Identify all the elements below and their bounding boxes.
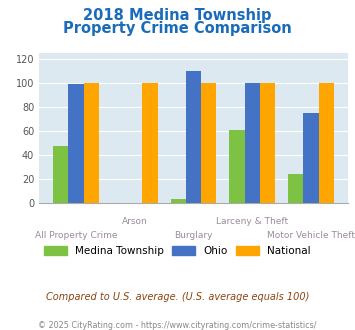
Bar xyxy=(84,83,99,203)
Text: Burglary: Burglary xyxy=(174,231,213,240)
Bar xyxy=(288,174,303,203)
Bar xyxy=(186,71,201,203)
Bar xyxy=(170,199,186,203)
Bar xyxy=(69,84,84,203)
Bar xyxy=(229,130,245,203)
Text: All Property Crime: All Property Crime xyxy=(35,231,117,240)
Text: © 2025 CityRating.com - https://www.cityrating.com/crime-statistics/: © 2025 CityRating.com - https://www.city… xyxy=(38,321,317,330)
Text: Arson: Arson xyxy=(122,217,148,226)
Legend: Medina Township, Ohio, National: Medina Township, Ohio, National xyxy=(40,242,315,260)
Text: Property Crime Comparison: Property Crime Comparison xyxy=(63,21,292,36)
Bar xyxy=(303,113,318,203)
Text: Larceny & Theft: Larceny & Theft xyxy=(216,217,288,226)
Bar xyxy=(260,83,275,203)
Bar xyxy=(53,147,69,203)
Text: 2018 Medina Township: 2018 Medina Township xyxy=(83,8,272,23)
Text: Motor Vehicle Theft: Motor Vehicle Theft xyxy=(267,231,355,240)
Text: Compared to U.S. average. (U.S. average equals 100): Compared to U.S. average. (U.S. average … xyxy=(46,292,309,302)
Bar xyxy=(201,83,217,203)
Bar xyxy=(245,83,260,203)
Bar xyxy=(318,83,334,203)
Bar xyxy=(142,83,158,203)
